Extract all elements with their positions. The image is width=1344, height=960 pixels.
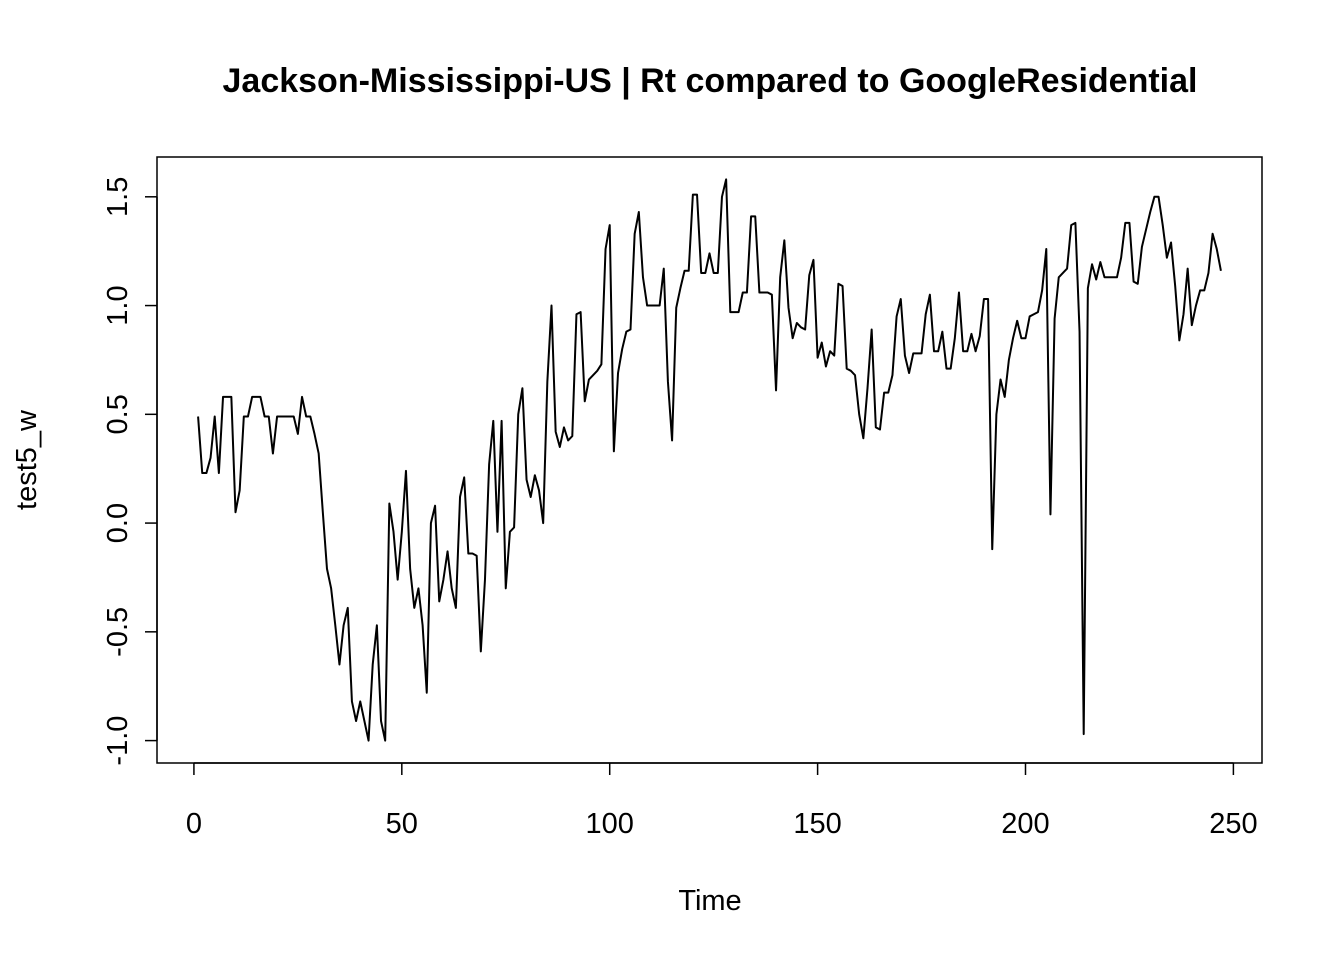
y-tick-label: 0.5: [102, 394, 134, 434]
data-line: [197, 178, 1222, 742]
y-tick-label: 1.0: [102, 285, 134, 325]
x-tick-label: 0: [186, 808, 202, 840]
x-axis-label: Time: [678, 885, 741, 917]
y-tick-label: 0.0: [102, 503, 134, 543]
y-tick-label: -1.0: [102, 716, 134, 766]
x-tick-label: 200: [1001, 808, 1049, 840]
x-tick-label: 250: [1209, 808, 1257, 840]
y-tick-label: -0.5: [102, 607, 134, 657]
x-tick-label: 50: [386, 808, 418, 840]
chart-title: Jackson-Mississippi-US | Rt compared to …: [223, 62, 1198, 100]
y-tick-label: 1.5: [102, 177, 134, 217]
x-tick-label: 150: [793, 808, 841, 840]
x-tick-label: 100: [586, 808, 634, 840]
plot-frame: [156, 156, 1263, 764]
y-axis-label: test5_w: [11, 409, 43, 510]
